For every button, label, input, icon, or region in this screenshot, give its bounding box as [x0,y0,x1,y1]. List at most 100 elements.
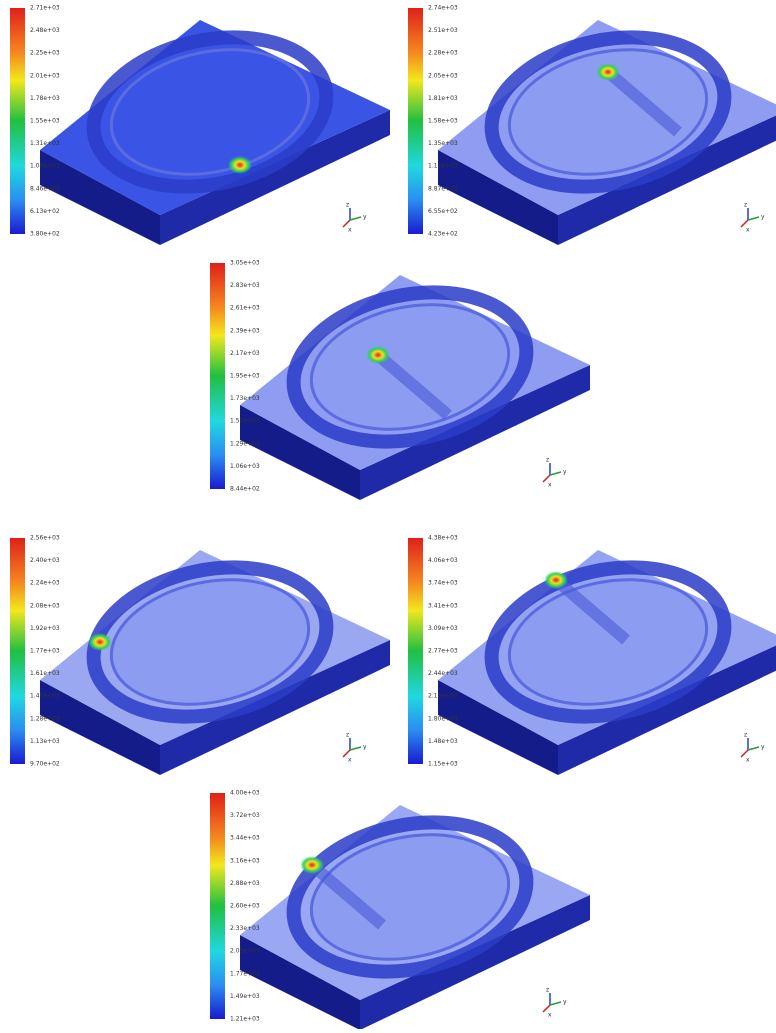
colorbar-label: 1.49e+03 [230,993,260,1000]
triad-label: z [346,732,349,739]
plate-top [40,20,390,215]
triad-axis [342,749,351,758]
colorbar-label: 2.88e+03 [230,880,260,887]
colorbar-label: 1.81e+03 [428,95,458,102]
ring-inner [309,303,511,431]
plate-front [558,645,776,775]
colorbar [408,538,423,764]
colorbar-label: 1.28e+03 [30,715,60,722]
ring-outer [86,30,334,194]
colorbar-label: 1.51e+03 [230,418,260,425]
plate-side [40,680,160,775]
hotspot [88,633,112,651]
colorbar-label: 2.05e+03 [230,948,260,955]
triad-label: y [563,999,567,1006]
ring-outer [286,285,534,449]
colorbar-label: 3.16e+03 [230,857,260,864]
triad-axis [740,749,749,758]
colorbar-label: 1.77e+03 [230,970,260,977]
colorbar-label: 1.06e+03 [230,463,260,470]
colorbar-label: 1.95e+03 [230,373,260,380]
colorbar-label: 1.21e+03 [230,1016,260,1023]
colorbar-label: 2.83e+03 [230,282,260,289]
colorbar-label: 1.73e+03 [230,395,260,402]
colorbar-label: 1.92e+03 [30,625,60,632]
triad-label: y [761,744,765,751]
panel: 4.38e+03 4.06e+03 3.74e+03 3.41e+03 3.09e+03… [408,535,776,775]
colorbar-label: 3.41e+03 [428,602,458,609]
colorbar-label: 4.00e+03 [230,790,260,797]
hotspot [596,63,620,81]
panel: 2.74e+03 2.51e+03 2.28e+03 2.05e+03 1.81e+03… [408,5,776,245]
plate-side [240,405,360,500]
triad-label: z [744,202,747,209]
triad-axis [747,746,760,751]
triad-label: y [363,214,367,221]
ring-inner [507,578,709,706]
colorbar-label: 3.05e+03 [230,260,260,267]
colorbar-label: 2.56e+03 [30,535,60,542]
plate-front [160,640,390,775]
ring-outer [484,560,732,724]
panel: 3.05e+03 2.83e+03 2.61e+03 2.39e+03 2.17e+03… [210,260,590,500]
colorbar-label: 1.12e+03 [428,163,458,170]
colorbar-label: 1.35e+03 [428,140,458,147]
colorbar-label: 2.05e+03 [428,72,458,79]
colorbar-label: 1.08e+03 [30,163,60,170]
panel: 2.71e+03 2.48e+03 2.25e+03 2.01e+03 1.78e+03… [10,5,390,245]
colorbar-label: 1.58e+03 [428,118,458,125]
colorbar [10,538,25,764]
plate-side [438,150,558,245]
colorbar-label: 8.46e+02 [30,185,60,192]
colorbar-label: 3.72e+03 [230,812,260,819]
colorbar-label: 1.31e+03 [30,140,60,147]
colorbar-label: 1.13e+03 [30,738,60,745]
triad-axis [549,1001,562,1006]
hotspot [544,571,568,589]
triad-label: x [746,757,750,764]
colorbar-label: 1.80e+03 [428,715,458,722]
colorbar-label: 4.38e+03 [428,535,458,542]
hotspot [228,156,252,174]
colorbar-label: 2.17e+03 [230,350,260,357]
colorbar-label: 8.44e+02 [230,486,260,493]
triad-axis [342,219,351,228]
triad-axis [542,474,551,483]
colorbar-label: 6.55e+02 [428,208,458,215]
triad-label: x [746,227,750,234]
triad-label: x [548,1012,552,1019]
triad-label: y [761,214,765,221]
colorbar-label: 2.61e+03 [230,305,260,312]
colorbar-label: 8.87e+02 [428,185,458,192]
colorbar-label: 1.78e+03 [30,95,60,102]
colorbar-label: 3.44e+03 [230,835,260,842]
triad-axis [740,219,749,228]
plate-front [360,895,590,1030]
colorbar-label: 1.55e+03 [30,118,60,125]
deposit-track [604,67,682,137]
colorbar-label: 1.77e+03 [30,648,60,655]
panel: 2.56e+03 2.40e+03 2.24e+03 2.08e+03 1.92e+03… [10,535,390,775]
deposit-track [374,350,452,420]
colorbar-label: 2.44e+03 [428,670,458,677]
colorbar-label: 3.74e+03 [428,580,458,587]
colorbar-label: 3.09e+03 [428,625,458,632]
ring-inner [507,48,709,176]
colorbar [210,793,225,1019]
ring-inner [109,578,311,706]
colorbar-label: 2.48e+03 [30,27,60,34]
triad-axis [349,746,362,751]
colorbar-label: 1.15e+03 [428,761,458,768]
colorbar-label: 6.13e+02 [30,208,60,215]
ring-inner [309,833,511,961]
colorbar-label: 2.74e+03 [428,5,458,12]
triad-axis [747,216,760,221]
plate-side [240,935,360,1030]
colorbar-label: 9.70e+02 [30,761,60,768]
colorbar [408,8,423,234]
colorbar-label: 2.60e+03 [230,903,260,910]
colorbar-label: 4.23e+02 [428,231,458,238]
triad-axis [349,216,362,221]
colorbar [210,263,225,489]
